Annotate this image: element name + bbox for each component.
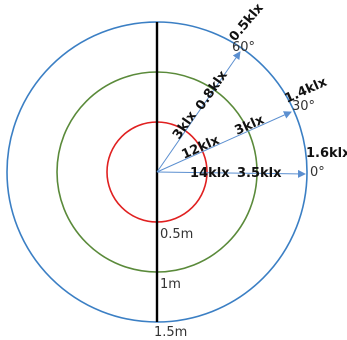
ray-30-degrees xyxy=(156,111,292,173)
illuminance-60deg-outer: 0.5klx xyxy=(227,0,268,44)
illuminance-0deg-inner: 14klx xyxy=(190,166,230,181)
illuminance-30deg-inner: 12klx xyxy=(180,133,223,163)
distance-label-outer: 1.5m xyxy=(154,325,187,340)
illuminance-60deg-middle: 0.8klx xyxy=(193,68,231,114)
illuminance-0deg-middle: 3.5klx xyxy=(237,166,282,181)
ray-0-degrees xyxy=(156,169,306,178)
illuminance-0deg-outer: 1.6klx xyxy=(306,146,347,161)
ray-60-degrees xyxy=(156,51,241,173)
angle-label-30: 30° xyxy=(292,99,315,114)
angle-label-0: 0° xyxy=(310,165,325,180)
distance-label-inner: 0.5m xyxy=(160,227,193,242)
distance-label-middle: 1m xyxy=(160,277,181,292)
angle-label-60: 60° xyxy=(232,40,255,55)
